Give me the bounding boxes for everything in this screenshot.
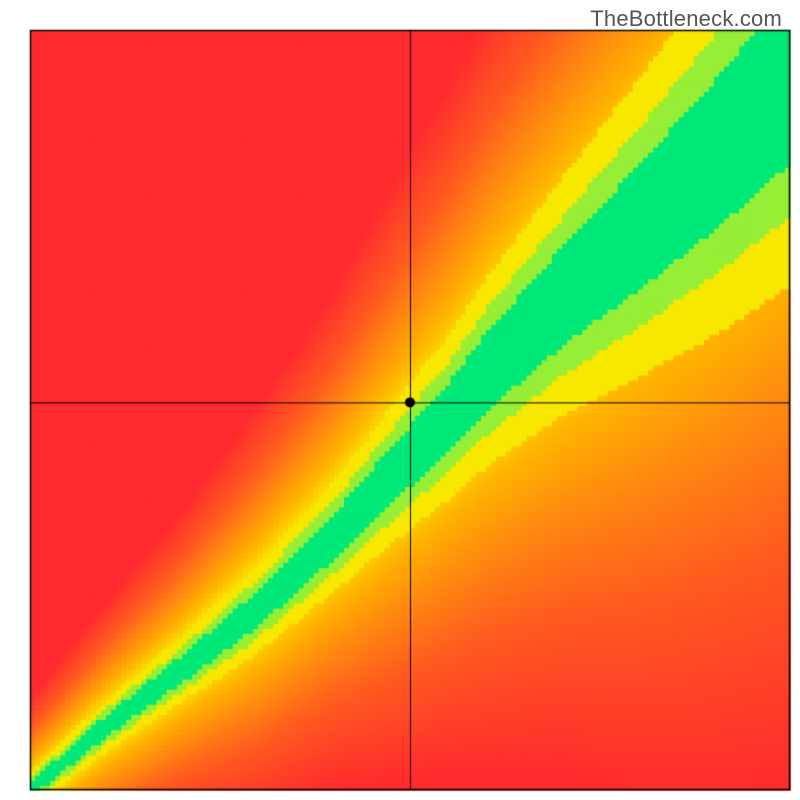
chart-container: TheBottleneck.com bbox=[0, 0, 800, 800]
bottleneck-heatmap bbox=[0, 0, 800, 800]
watermark-text: TheBottleneck.com bbox=[590, 6, 782, 32]
